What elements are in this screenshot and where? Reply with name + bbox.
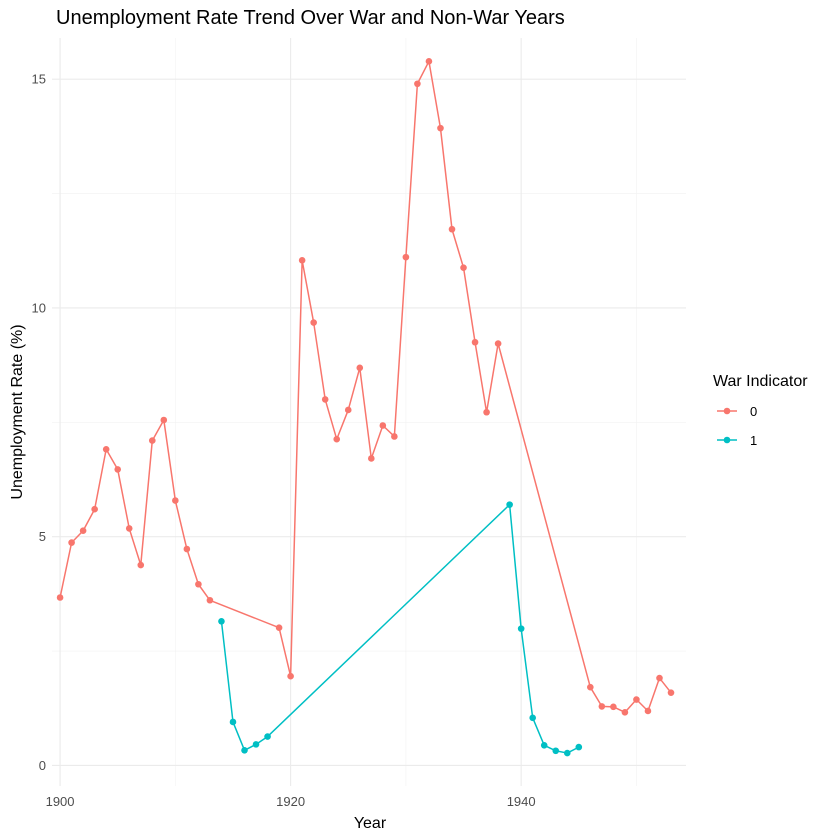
data-point — [437, 124, 444, 132]
data-point — [264, 733, 271, 740]
data-point — [79, 527, 87, 535]
data-point — [552, 747, 560, 755]
data-point — [368, 455, 375, 462]
data-point — [633, 696, 640, 703]
data-point — [460, 264, 467, 271]
data-point — [218, 618, 225, 625]
series-1 — [218, 501, 583, 757]
data-point — [483, 408, 490, 416]
data-point — [448, 225, 456, 233]
grid-lines — [52, 38, 686, 786]
x-axis-title: Year — [354, 815, 387, 832]
legend-key-point — [723, 407, 731, 415]
data-point — [91, 505, 98, 513]
data-point — [148, 437, 156, 444]
data-point — [241, 747, 248, 754]
legend-item-1: 1 — [717, 433, 757, 448]
series-layer — [56, 58, 675, 757]
data-point — [287, 672, 294, 680]
y-tick-label: 15 — [32, 72, 46, 87]
data-point — [644, 707, 652, 715]
legend-item-0: 0 — [717, 404, 757, 419]
data-point — [275, 624, 283, 632]
legend-title: War Indicator — [713, 373, 808, 390]
data-point — [517, 625, 525, 632]
data-point — [587, 683, 594, 691]
x-tick-label: 1900 — [46, 794, 75, 809]
data-point — [402, 253, 410, 261]
y-tick-label: 0 — [39, 758, 46, 773]
data-point — [183, 545, 191, 553]
axis-ticks: 1900 1920 1940 0 5 10 15 — [32, 72, 536, 809]
data-point — [195, 580, 202, 588]
data-point — [206, 596, 214, 604]
data-point — [125, 525, 133, 532]
data-point — [333, 435, 341, 443]
data-point — [391, 433, 398, 440]
data-point — [344, 406, 352, 414]
data-point — [667, 689, 675, 696]
series-line — [59, 60, 672, 714]
x-tick-label: 1920 — [276, 794, 305, 809]
data-point — [102, 445, 110, 453]
data-point — [68, 539, 75, 546]
data-point — [252, 741, 260, 748]
data-point — [529, 714, 536, 722]
data-point — [598, 703, 606, 710]
data-point — [321, 396, 329, 403]
data-point — [471, 338, 479, 346]
data-point — [137, 561, 145, 569]
data-point — [379, 422, 387, 429]
data-point — [575, 743, 583, 751]
data-point — [540, 741, 548, 749]
data-point — [494, 340, 502, 347]
data-point — [425, 58, 433, 65]
data-point — [310, 319, 317, 326]
legend-key-point — [723, 436, 731, 444]
data-point — [172, 497, 179, 504]
y-tick-label: 10 — [32, 300, 46, 315]
data-point — [114, 466, 122, 473]
data-point — [414, 80, 421, 88]
legend-label: 0 — [750, 404, 757, 419]
y-tick-label: 5 — [39, 529, 46, 544]
data-point — [610, 703, 617, 711]
data-point — [621, 709, 629, 716]
x-tick-label: 1940 — [507, 794, 536, 809]
y-axis-title: Unemployment Rate (%) — [9, 324, 26, 499]
data-point — [229, 718, 237, 726]
data-point — [56, 594, 64, 601]
legend-label: 1 — [750, 433, 757, 448]
legend: War Indicator 0 1 — [713, 373, 808, 448]
data-point — [356, 364, 364, 372]
data-point — [563, 749, 571, 757]
chart-title: Unemployment Rate Trend Over War and Non… — [56, 7, 565, 29]
data-point — [160, 416, 168, 424]
data-point — [656, 674, 663, 682]
data-point — [506, 501, 513, 508]
data-point — [298, 257, 306, 264]
series-line — [220, 503, 580, 754]
series-0 — [56, 58, 675, 716]
